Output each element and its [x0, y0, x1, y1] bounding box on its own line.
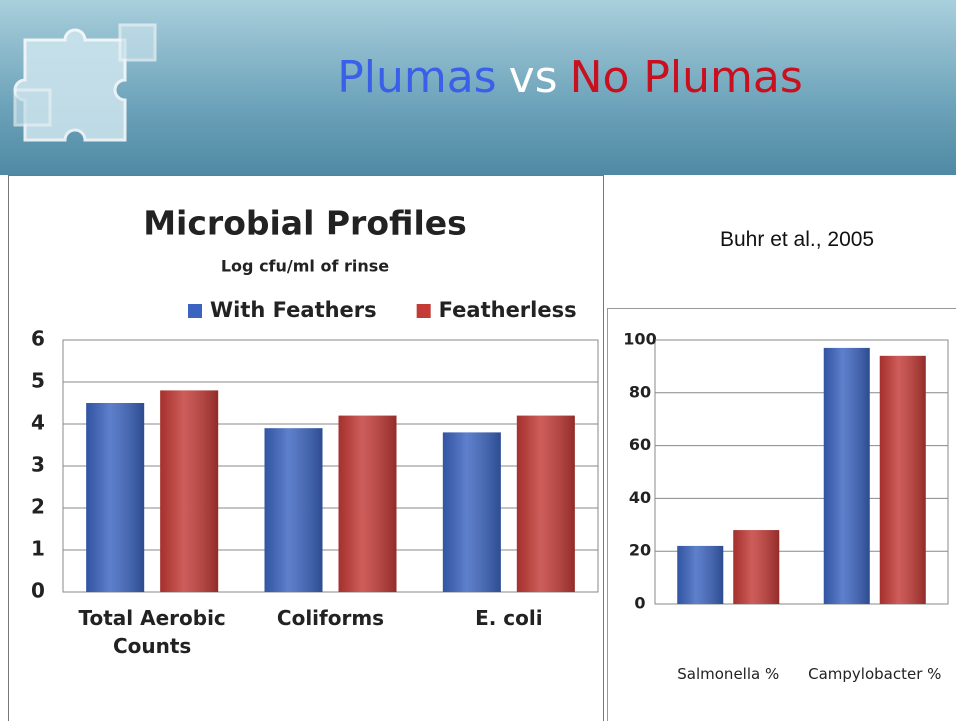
chart-title: Microbial Profiles	[143, 204, 467, 243]
title-part: Plumas	[337, 52, 497, 103]
y-tick-label: 40	[629, 488, 651, 507]
x-tick-label: Salmonella %	[677, 665, 780, 683]
y-tick-label: 4	[31, 411, 45, 435]
bar-shading	[160, 390, 219, 592]
y-tick-label: 80	[629, 382, 651, 401]
x-tick-label: E. coli	[475, 606, 543, 630]
bar-shading	[338, 415, 397, 592]
chart-subtitle: Log cfu/ml of rinse	[221, 257, 389, 276]
y-tick-label: 20	[629, 541, 651, 560]
y-tick-label: 3	[31, 453, 45, 477]
x-tick-label: Coliforms	[276, 606, 385, 630]
y-tick-label: 2	[31, 495, 45, 519]
chart-panel	[607, 308, 956, 721]
citation: Buhr et al., 2005	[720, 228, 875, 251]
legend-label: Featherless	[439, 298, 577, 322]
legend-swatch	[188, 304, 202, 318]
slide-title: Plumas vs No Plumas	[190, 52, 950, 103]
bar-shading	[86, 403, 145, 592]
bar-shading	[677, 545, 724, 604]
x-tick-label: Total Aerobic Counts	[78, 606, 226, 658]
y-tick-label: 100	[623, 330, 656, 349]
y-tick-label: 0	[31, 579, 45, 603]
chart-panel	[8, 175, 604, 721]
y-tick-label: 5	[31, 369, 45, 393]
bar-shading	[264, 428, 323, 592]
bar-shading	[879, 355, 926, 604]
header: Plumas vs No Plumas	[0, 0, 956, 175]
title-part: No Plumas	[569, 52, 803, 103]
title-part: vs	[508, 52, 558, 103]
y-tick-label: 6	[31, 327, 45, 351]
bar-shading	[733, 530, 780, 604]
puzzle-icon	[13, 23, 157, 142]
bar-shading	[823, 347, 870, 604]
y-tick-label: 1	[31, 537, 45, 561]
bar-shading	[516, 415, 575, 592]
y-tick-label: 60	[629, 435, 651, 454]
bar-shading	[442, 432, 501, 592]
y-tick-label: 0	[634, 594, 645, 613]
x-tick-label: Campylobacter %	[808, 665, 942, 683]
legend-swatch	[416, 304, 431, 318]
legend-label: With Feathers	[210, 298, 377, 322]
